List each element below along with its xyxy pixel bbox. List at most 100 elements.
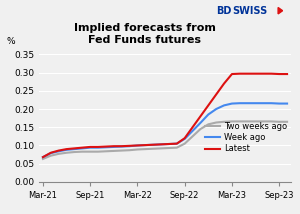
Latest [104, 145, 108, 148]
Latest [269, 72, 273, 75]
Week ago [41, 156, 45, 158]
Latest [285, 73, 289, 75]
Latest [120, 145, 124, 147]
Week ago [238, 102, 242, 104]
Two weeks ago [57, 153, 61, 155]
Latest [254, 72, 257, 75]
Two weeks ago [80, 150, 84, 153]
Week ago [167, 143, 171, 145]
Two weeks ago [49, 154, 52, 157]
Week ago [183, 138, 187, 140]
Latest [152, 143, 155, 146]
Two weeks ago [143, 148, 147, 150]
Latest [80, 146, 84, 149]
Two weeks ago [41, 158, 45, 160]
Two weeks ago [269, 120, 273, 123]
Line: Two weeks ago: Two weeks ago [43, 121, 287, 159]
Legend: Two weeks ago, Week ago, Latest: Two weeks ago, Week ago, Latest [206, 122, 287, 153]
Two weeks ago [206, 123, 210, 126]
Latest [96, 146, 100, 148]
Week ago [120, 145, 124, 148]
Latest [136, 144, 139, 147]
Latest [206, 104, 210, 107]
Week ago [246, 102, 250, 104]
Latest [167, 143, 171, 145]
Week ago [73, 148, 76, 150]
Two weeks ago [246, 120, 250, 123]
Latest [191, 126, 194, 129]
Week ago [152, 143, 155, 146]
Latest [278, 73, 281, 75]
Two weeks ago [199, 128, 202, 130]
Week ago [199, 122, 202, 124]
Week ago [104, 146, 108, 149]
Latest [143, 144, 147, 146]
Latest [65, 148, 68, 150]
Week ago [136, 144, 139, 147]
Two weeks ago [88, 150, 92, 153]
Latest [246, 72, 250, 75]
Latest [183, 137, 187, 140]
Two weeks ago [167, 147, 171, 149]
Week ago [222, 104, 226, 107]
Polygon shape [278, 7, 283, 14]
Week ago [80, 147, 84, 150]
Week ago [49, 152, 52, 154]
Latest [112, 145, 116, 147]
Text: BD: BD [216, 6, 231, 16]
Week ago [206, 113, 210, 116]
Line: Week ago: Week ago [43, 103, 287, 157]
Latest [214, 93, 218, 96]
Latest [73, 147, 76, 150]
Week ago [112, 146, 116, 148]
Week ago [278, 102, 281, 105]
Two weeks ago [159, 147, 163, 150]
Week ago [262, 102, 265, 104]
Text: SWISS: SWISS [232, 6, 268, 16]
Week ago [230, 102, 234, 105]
Latest [230, 73, 234, 75]
Two weeks ago [238, 120, 242, 123]
Latest [41, 156, 45, 158]
Two weeks ago [112, 150, 116, 152]
Two weeks ago [128, 149, 131, 152]
Two weeks ago [73, 151, 76, 153]
Two weeks ago [222, 120, 226, 123]
Week ago [191, 130, 194, 132]
Latest [49, 152, 52, 154]
Two weeks ago [214, 121, 218, 124]
Two weeks ago [175, 146, 178, 149]
Week ago [96, 146, 100, 149]
Latest [88, 146, 92, 148]
Two weeks ago [278, 120, 281, 123]
Two weeks ago [191, 135, 194, 138]
Two weeks ago [65, 152, 68, 154]
Line: Latest: Latest [43, 74, 287, 157]
Latest [57, 149, 61, 152]
Week ago [285, 102, 289, 105]
Week ago [269, 102, 273, 104]
Two weeks ago [254, 120, 257, 123]
Two weeks ago [262, 120, 265, 123]
Two weeks ago [152, 147, 155, 150]
Week ago [159, 143, 163, 146]
Latest [262, 72, 265, 75]
Two weeks ago [104, 150, 108, 153]
Week ago [57, 150, 61, 153]
Week ago [254, 102, 257, 104]
Latest [238, 72, 242, 75]
Two weeks ago [285, 120, 289, 123]
Two weeks ago [230, 120, 234, 123]
Latest [222, 82, 226, 85]
Week ago [143, 144, 147, 146]
Title: Implied forecasts from
Fed Funds futures: Implied forecasts from Fed Funds futures [74, 23, 216, 45]
Latest [159, 143, 163, 146]
Week ago [175, 142, 178, 145]
Two weeks ago [183, 142, 187, 145]
Text: %: % [6, 37, 15, 46]
Latest [199, 115, 202, 118]
Two weeks ago [136, 148, 139, 151]
Two weeks ago [96, 150, 100, 153]
Week ago [128, 145, 131, 147]
Two weeks ago [120, 149, 124, 152]
